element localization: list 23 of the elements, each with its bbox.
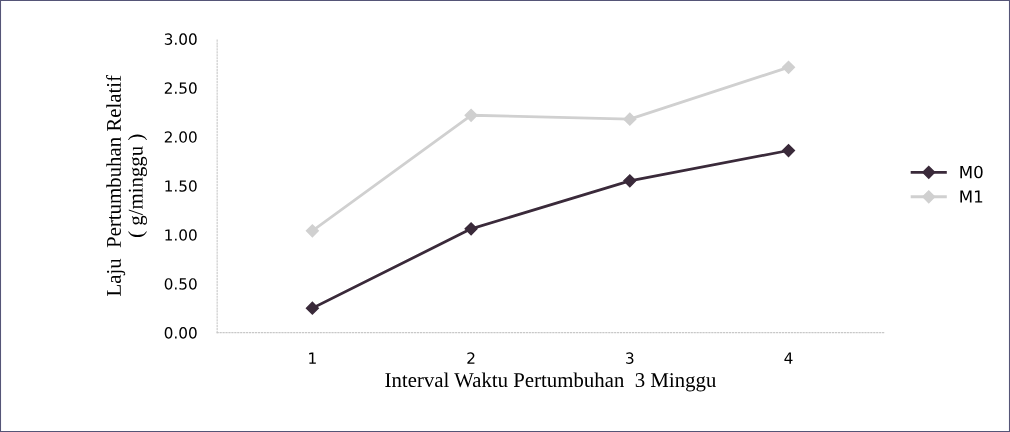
y-tick-label: 1.00 <box>165 229 197 241</box>
point <box>464 222 478 236</box>
legend-label: M1 <box>960 190 983 203</box>
y-tick-label: 3.00 <box>164 33 197 45</box>
x-axis-title: Interval Waktu Pertumbuhan 3 Minggu <box>385 372 716 392</box>
x-tick-label: 3 <box>626 352 634 364</box>
y-tick-label: 0.00 <box>164 327 197 339</box>
point <box>464 108 478 122</box>
point <box>623 174 637 188</box>
point <box>781 60 796 74</box>
y-tick-label: 2.00 <box>164 131 197 143</box>
legend-label: M0 <box>960 165 983 179</box>
y-axis-title: Laju Pertumbuhan Relatif ( g/minggu ) <box>106 74 148 296</box>
point <box>305 224 319 238</box>
point <box>305 301 319 315</box>
y-tick-label: 0.50 <box>164 278 197 290</box>
x-tick-label: 4 <box>784 352 793 364</box>
x-tick-label: 2 <box>467 352 475 364</box>
x-tick-label: 1 <box>309 352 316 364</box>
point <box>623 112 637 126</box>
y-tick-label: 1.50 <box>165 180 197 192</box>
point <box>781 143 796 158</box>
y-tick-label: 2.50 <box>164 82 197 94</box>
